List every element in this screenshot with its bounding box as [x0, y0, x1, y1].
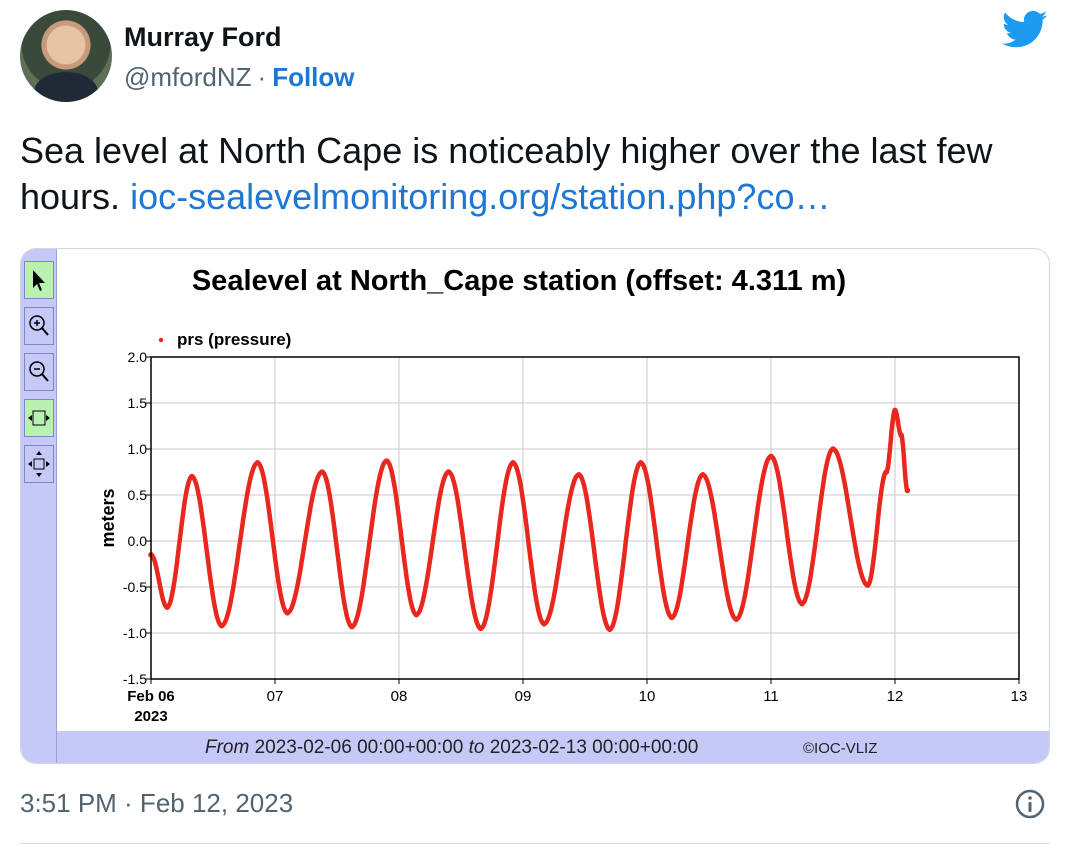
legend-label: prs (pressure) [177, 330, 291, 349]
tweet-header: Murray Ford @mfordNZ · Follow [20, 10, 1050, 110]
author-name[interactable]: Murray Ford [124, 22, 282, 52]
series-point [799, 600, 805, 607]
y-tick-label: 1.0 [128, 441, 148, 457]
series-point [254, 460, 261, 466]
chart-legend: prs (pressure) [158, 330, 291, 349]
series-point [478, 625, 484, 632]
x-tick-label: 13 [1011, 688, 1028, 705]
series-point [576, 472, 582, 478]
series-point [607, 626, 613, 633]
x-tick-label: 10 [639, 688, 656, 705]
series-point [669, 614, 675, 621]
user-avatar[interactable] [20, 10, 112, 102]
x-tick-label: 08 [391, 688, 408, 705]
from-label: From [205, 737, 250, 758]
chart-series [148, 407, 911, 633]
zoom-out-tool-button[interactable] [24, 353, 54, 391]
x-axis: Feb 06 2023 07 08 09 10 11 12 13 [127, 679, 1027, 725]
pointer-tool-button[interactable] [24, 261, 54, 299]
copyright-text: ©IOC-VLIZ [803, 740, 878, 757]
move-arrows-icon [28, 451, 50, 477]
tweet-text: Sea level at North Cape is noticeably hi… [20, 128, 1050, 220]
to-value: 2023-02-13 00:00+00:00 [489, 737, 699, 758]
x-tick-label: Feb 06 [127, 688, 175, 705]
y-axis-label: meters [98, 488, 118, 547]
chart-toolbar [21, 249, 57, 763]
series-point [700, 472, 706, 478]
series-point [864, 582, 871, 588]
sea-level-chart[interactable]: Sealevel at North_Cape station (offset: … [57, 249, 1050, 731]
arrow-pointer-icon [33, 270, 45, 291]
from-value: 2023-02-06 00:00+00:00 [254, 737, 464, 758]
y-tick-label: -0.5 [123, 579, 147, 595]
series-point [892, 407, 898, 414]
series-point [904, 487, 911, 494]
twitter-bird-icon[interactable] [1002, 10, 1048, 50]
legend-marker [158, 337, 164, 343]
zoom-in-icon [29, 315, 49, 336]
date-range-text: From 2023-02-06 00:00+00:00 to 2023-02-1… [205, 737, 698, 759]
x-tick-label: 09 [515, 688, 532, 705]
tweet-timestamp[interactable]: 3:51 PM · Feb 12, 2023 [20, 788, 294, 818]
x-tick-year-label: 2023 [134, 708, 167, 725]
series-point [883, 469, 890, 475]
series-point [319, 469, 325, 475]
y-tick-label: -1.0 [123, 625, 147, 641]
series-point [218, 622, 225, 629]
series-point [383, 458, 390, 464]
series-point [768, 453, 774, 460]
zoom-out-icon [29, 361, 49, 382]
chart-footer: From 2023-02-06 00:00+00:00 to 2023-02-1… [57, 731, 1049, 763]
y-tick-label: 0.0 [128, 533, 148, 549]
series-line [148, 408, 910, 632]
x-tick-label: 12 [887, 688, 904, 705]
tweet-link[interactable]: ioc-sealevelmonitoring.org/station.php?c… [130, 176, 831, 217]
x-tick-label: 11 [763, 688, 779, 705]
fit-width-tool-button[interactable] [24, 399, 54, 437]
series-point [284, 610, 291, 616]
series-point [638, 460, 644, 466]
bottom-divider [20, 843, 1050, 844]
series-point [164, 604, 170, 610]
y-axis: 2.0 1.5 1.0 0.5 0.0 -0.5 -1.0 -1.5 [123, 349, 151, 687]
zoom-in-tool-button[interactable] [24, 307, 54, 345]
y-tick-label: -1.5 [123, 671, 147, 687]
series-point [445, 469, 452, 475]
image-card[interactable]: Sealevel at North_Cape station (offset: … [20, 248, 1050, 764]
tweet-body: Sea level at North Cape is noticeably hi… [20, 130, 993, 217]
plot-frame [150, 356, 1020, 680]
series-point [413, 611, 420, 618]
author-meta: @mfordNZ · Follow [124, 62, 355, 93]
meta-separator: · [257, 62, 267, 92]
fit-width-icon [28, 410, 50, 426]
chart-grid [151, 357, 1019, 679]
author-handle[interactable]: @mfordNZ [124, 62, 252, 92]
x-tick-label: 07 [267, 688, 284, 705]
info-icon[interactable] [1014, 788, 1046, 820]
chart-title: Sealevel at North_Cape station (offset: … [192, 265, 846, 297]
series-point [349, 623, 355, 630]
follow-button[interactable]: Follow [272, 62, 355, 92]
y-tick-label: 0.5 [128, 487, 148, 503]
to-label: to [468, 737, 485, 758]
series-point [541, 621, 547, 627]
series-point [510, 460, 516, 466]
y-tick-label: 1.5 [128, 395, 148, 411]
move-tool-button[interactable] [24, 445, 54, 483]
series-point [733, 616, 740, 622]
y-tick-label: 2.0 [128, 349, 148, 365]
series-point [898, 432, 904, 438]
series-point [830, 446, 836, 452]
series-point [189, 473, 195, 480]
